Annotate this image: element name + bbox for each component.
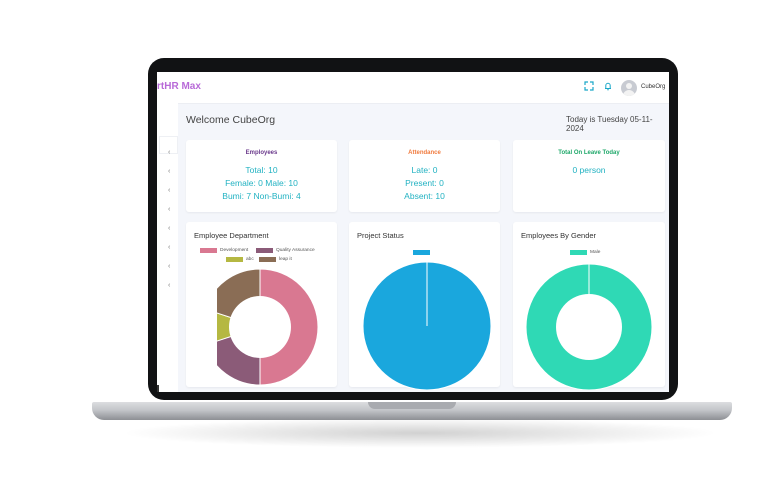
chevron-left-icon[interactable]: ‹ [168,206,171,213]
laptop-shadow [120,418,720,448]
attendance-card[interactable]: Attendance Late: 0 Present: 0 Absent: 10 [349,140,500,212]
employees-gender: Female: 0 Male: 10 [225,178,298,188]
attendance-absent: Absent: 10 [404,191,445,201]
department-donut-chart [217,268,319,386]
bell-icon[interactable] [603,81,613,95]
gender-donut-chart [525,263,653,390]
chevron-left-icon[interactable]: ‹ [168,187,171,194]
sidebar: ‹ ‹ ‹ ‹ ‹ ‹ ‹ ‹ [157,103,178,392]
fullscreen-icon[interactable] [584,81,594,95]
legend-label: Development [220,248,249,253]
gender-panel-title: Employees By Gender [521,231,597,240]
page-title: Welcome CubeOrg [186,114,276,126]
attendance-late: Late: 0 [411,165,438,175]
legend-swatch [226,257,243,262]
employees-card-title: Employees [245,150,278,156]
sidebar-toggle[interactable] [159,136,178,154]
legend-item[interactable]: Development [200,248,248,253]
legend-swatch [413,250,430,255]
user-avatar-icon[interactable] [621,80,637,96]
project-pie-chart [362,261,492,390]
top-bar: rtHR Max CubeOrg [157,72,669,104]
legend-swatch [200,248,217,253]
chevron-left-icon[interactable]: ‹ [168,244,171,251]
chevron-left-icon[interactable]: ‹ [168,225,171,232]
donut-hole [229,296,291,358]
legend-item[interactable]: abc [226,257,254,262]
employees-card[interactable]: Employees Total: 10 Female: 0 Male: 10 B… [186,140,337,212]
legend-item[interactable]: Quality Assurance [256,248,315,253]
employees-total: Total: 10 [245,165,278,175]
attendance-present: Present: 0 [405,178,444,188]
legend-item[interactable]: leap it [259,257,292,262]
chevron-left-icon[interactable]: ‹ [168,149,171,156]
donut-hole [556,294,622,360]
brand-logo[interactable]: rtHR Max [157,81,201,92]
legend-swatch [570,250,587,255]
sidebar-marker [157,385,159,392]
chevron-left-icon[interactable]: ‹ [168,282,171,289]
laptop-screen: rtHR Max CubeOrg ‹ ‹ ‹ ‹ ‹ ‹ ‹ ‹ Welcome… [157,72,669,392]
employees-bumi: Bumi: 7 Non-Bumi: 4 [222,191,301,201]
chevron-left-icon[interactable]: ‹ [168,168,171,175]
legend-swatch [259,257,276,262]
legend-swatch [256,248,273,253]
attendance-card-title: Attendance [408,150,441,156]
leave-card-title: Total On Leave Today [558,150,620,156]
legend-item[interactable]: Male [570,250,600,255]
leave-card[interactable]: Total On Leave Today 0 person [513,140,665,212]
legend-label: abc [246,257,254,262]
laptop-notch [368,402,456,409]
department-panel-title: Employee Department [194,231,269,240]
user-name[interactable]: CubeOrg [641,84,666,90]
legend-item[interactable] [413,250,430,255]
legend-label: Male [590,250,601,255]
project-panel-title: Project Status [357,231,404,240]
today-date: Today is Tuesday 05-11-2024 [566,115,653,133]
laptop-base [92,402,732,420]
legend-label: leap it [279,257,292,262]
leave-value: 0 person [572,165,606,175]
legend-label: Quality Assurance [276,248,315,253]
chevron-left-icon[interactable]: ‹ [168,263,171,270]
